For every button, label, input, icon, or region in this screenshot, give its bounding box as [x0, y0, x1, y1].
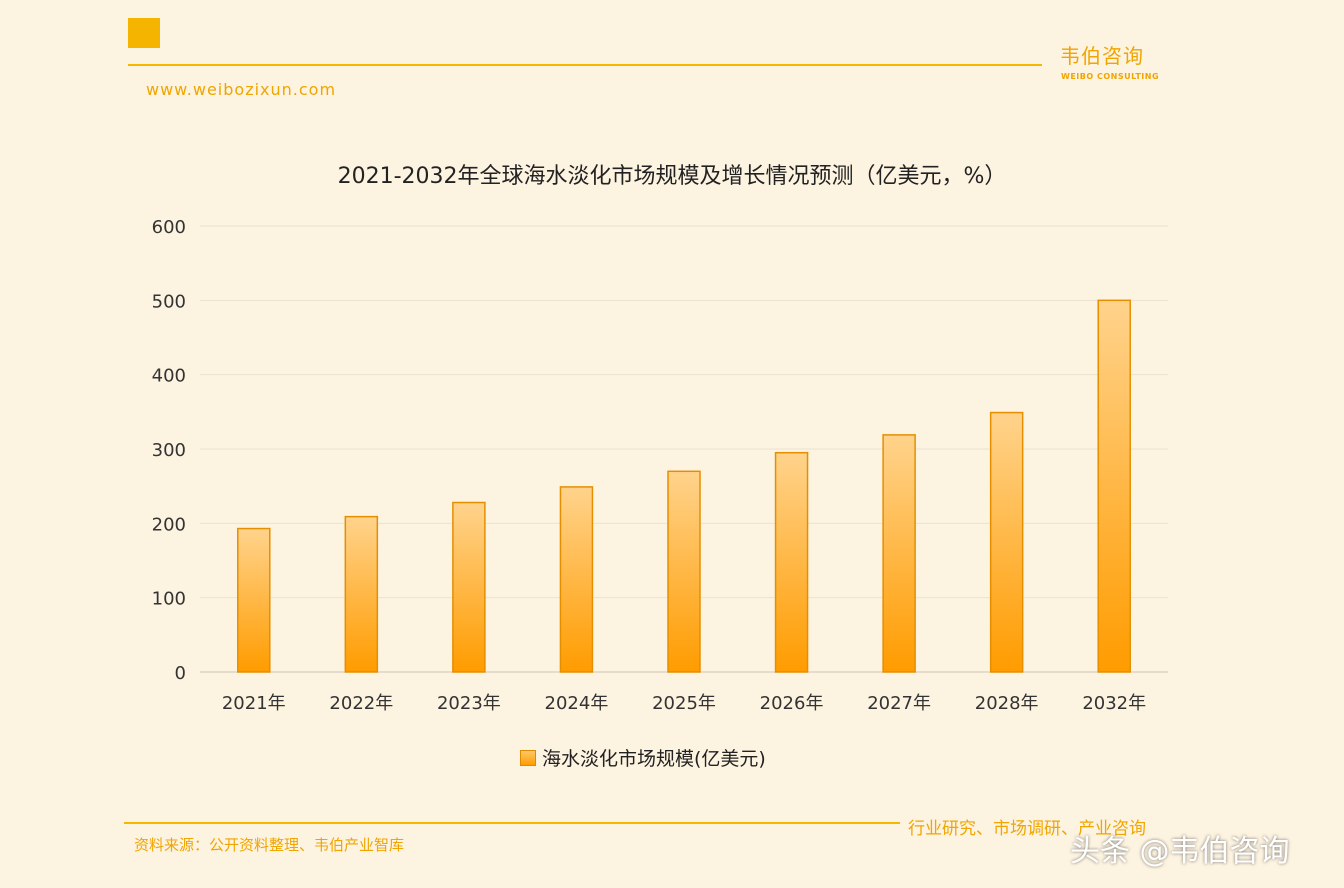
- chart-title: 2021-2032年全球海水淡化市场规模及增长情况预测（亿美元，%）: [337, 164, 1007, 189]
- bar-2027年: [882, 434, 916, 673]
- watermark: 头条 @韦伯咨询: [1070, 834, 1290, 869]
- x-tick-label: 2032年: [1082, 693, 1146, 714]
- legend-swatch: [520, 749, 536, 766]
- chart-legend: 海水淡化市场规模(亿美元): [520, 744, 766, 771]
- y-tick-label: 600: [152, 217, 186, 238]
- bar-2022年: [344, 515, 379, 673]
- bar-2026年: [774, 451, 809, 673]
- y-tick-label: 200: [152, 514, 186, 535]
- y-tick-label: 0: [175, 663, 186, 684]
- footer-divider: [124, 822, 900, 824]
- logo-square: [128, 18, 160, 48]
- x-tick-label: 2022年: [329, 693, 393, 714]
- y-tick-label: 300: [152, 440, 186, 461]
- legend-label: 海水淡化市场规模(亿美元): [542, 748, 766, 770]
- bar-2021年: [237, 527, 271, 673]
- brand-subtitle: WEIBO CONSULTING: [1061, 72, 1160, 81]
- bar-2032年: [1097, 299, 1131, 673]
- source-note: 资料来源：公开资料整理、韦伯产业智库: [134, 836, 405, 854]
- x-tick-label: 2024年: [545, 693, 609, 714]
- x-tick-label: 2025年: [652, 693, 716, 714]
- y-tick-label: 500: [152, 291, 186, 312]
- y-tick-label: 100: [152, 589, 186, 610]
- x-tick-label: 2026年: [760, 693, 824, 714]
- brand-name: 韦伯咨询: [1060, 44, 1144, 68]
- x-tick-label: 2023年: [437, 693, 501, 714]
- bar-2023年: [452, 501, 486, 673]
- y-tick-label: 400: [152, 366, 186, 387]
- header-divider: [128, 64, 1042, 66]
- footer-tagline: 行业研究、市场调研、产业咨询: [908, 819, 1146, 839]
- bar-2028年: [989, 411, 1024, 673]
- x-tick-label: 2021年: [222, 693, 286, 714]
- website-url: www.weibozixun.com: [146, 80, 337, 99]
- bar-2024年: [559, 486, 594, 673]
- x-tick-label: 2027年: [867, 693, 931, 714]
- x-tick-label: 2028年: [975, 693, 1039, 714]
- bar-2025年: [667, 470, 701, 673]
